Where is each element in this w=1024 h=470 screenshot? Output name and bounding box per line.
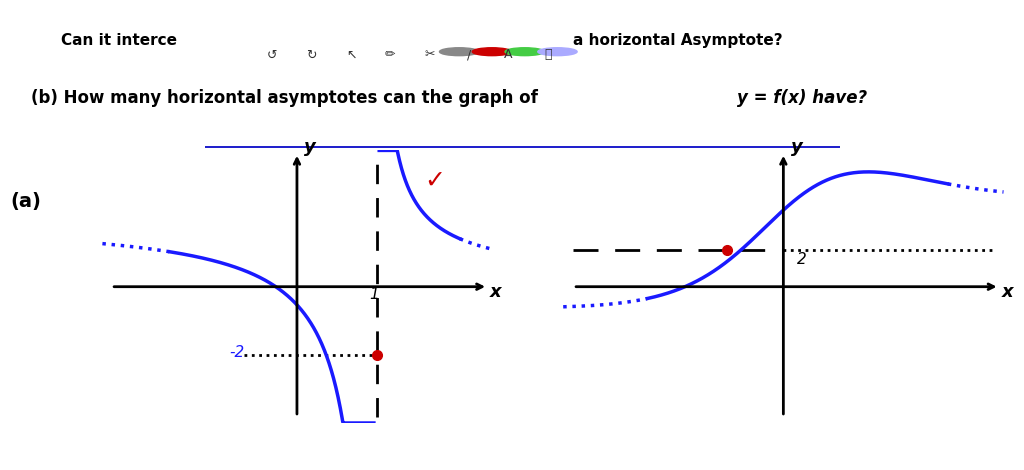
Text: 2: 2 — [798, 252, 807, 267]
Text: a horizontal Asymptote?: a horizontal Asymptote? — [573, 32, 783, 47]
Circle shape — [439, 48, 479, 55]
Text: x: x — [489, 282, 502, 301]
Text: ↖: ↖ — [346, 48, 356, 62]
Text: ✏: ✏ — [385, 48, 395, 62]
Text: ↻: ↻ — [306, 48, 317, 62]
Text: (b) How many horizontal asymptotes can the graph of: (b) How many horizontal asymptotes can t… — [31, 89, 538, 108]
Text: ↺: ↺ — [267, 48, 278, 62]
Text: -2: -2 — [229, 345, 245, 360]
Text: ✓: ✓ — [424, 169, 445, 193]
Text: Can it interce: Can it interce — [61, 32, 177, 47]
Text: x: x — [1001, 282, 1013, 301]
Text: y: y — [304, 138, 315, 156]
Text: ✂: ✂ — [424, 48, 435, 62]
Text: (a): (a) — [10, 192, 41, 211]
Text: /: / — [467, 48, 471, 62]
Circle shape — [505, 48, 545, 55]
Circle shape — [538, 48, 578, 55]
Text: ⬜: ⬜ — [544, 48, 551, 62]
Circle shape — [472, 48, 512, 55]
Text: A: A — [504, 48, 513, 62]
Text: y = f(x) have?: y = f(x) have? — [737, 89, 867, 108]
Text: y: y — [792, 138, 803, 156]
Text: 1: 1 — [370, 287, 379, 302]
